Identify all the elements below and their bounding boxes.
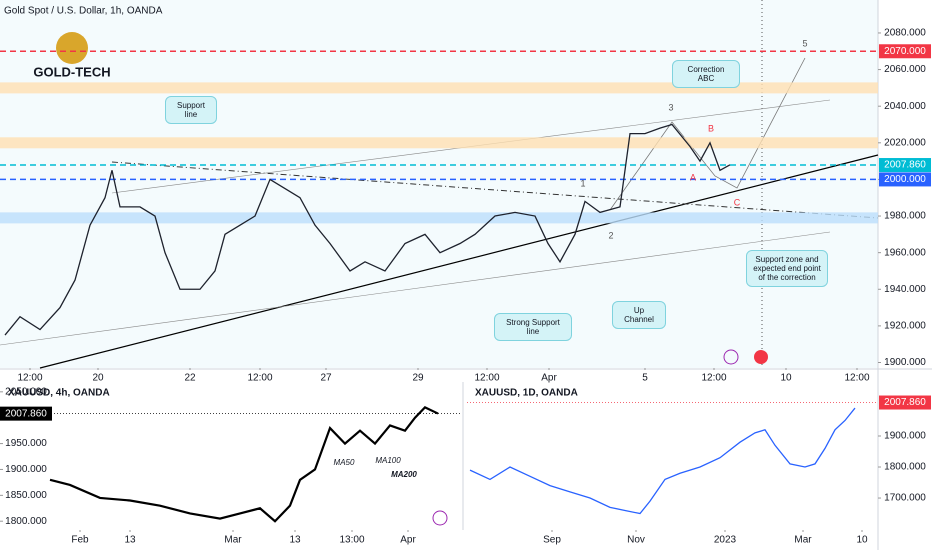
wave-label: C	[734, 197, 741, 207]
y-tick-label: 1850.000	[5, 490, 47, 501]
icon	[754, 350, 768, 364]
ma-label: MA100	[375, 456, 401, 465]
x-tick-label: 12:00	[474, 373, 499, 384]
logo-icon	[56, 32, 88, 64]
price-label: 2070.000	[884, 46, 926, 57]
price-label-box	[879, 44, 931, 59]
wave-label: 1	[580, 178, 585, 188]
ma-label: MA50	[334, 458, 355, 467]
y-tick-label: 1960.000	[884, 247, 926, 258]
y-tick-label: 2060.000	[884, 64, 926, 75]
x-tick-label: 10	[856, 535, 868, 546]
wave-label: 5	[802, 38, 807, 48]
y-tick-label: 1950.000	[5, 438, 47, 449]
zone	[0, 137, 878, 149]
y-tick-label: 1940.000	[884, 284, 926, 295]
support-line	[111, 161, 879, 219]
y-tick-label: 1900.000	[884, 357, 926, 368]
wave-label: A	[690, 172, 696, 182]
main-bg	[0, 0, 878, 368]
x-tick-label: Apr	[541, 373, 557, 384]
y-tick-label: 2020.000	[884, 137, 926, 148]
y-tick-label: 1800.000	[884, 462, 926, 473]
icon	[432, 510, 448, 526]
y-tick-label: 1800.000	[5, 516, 47, 527]
channel-line	[0, 231, 831, 346]
x-tick-label: 27	[320, 373, 332, 384]
chart-title: XAUUSD, 1D, OANDA	[475, 388, 578, 399]
price-label-box	[0, 406, 52, 421]
y-tick-label: 1900.000	[884, 431, 926, 442]
x-tick-label: 5	[642, 373, 648, 384]
x-tick-label: Mar	[224, 535, 242, 546]
chart-title: Gold Spot / U.S. Dollar, 1h, OANDA	[4, 6, 163, 17]
x-tick-label: 2023	[714, 535, 737, 546]
y-tick-label: 2080.000	[884, 28, 926, 39]
price-label-box	[879, 158, 931, 173]
annotation: Up Channel	[612, 301, 666, 329]
y-tick-label: 1700.000	[884, 493, 926, 504]
chart-title: XAUUSD, 4h, OANDA	[8, 388, 110, 399]
x-tick-label: 13:00	[339, 535, 364, 546]
y-tick-label: 1900.000	[5, 464, 47, 475]
ma-label: MA200	[391, 470, 417, 479]
price-label: 2007.860	[5, 408, 47, 419]
price-line	[469, 407, 856, 515]
price-label: 2007.860	[884, 160, 926, 171]
x-tick-label: 20	[92, 373, 104, 384]
y-tick-label: 2040.000	[884, 101, 926, 112]
y-tick-label: 2050.000	[5, 386, 47, 397]
x-tick-label: 12:00	[701, 373, 726, 384]
x-tick-label: 29	[412, 373, 424, 384]
price-label: 2000.000	[884, 174, 926, 185]
x-tick-label: 12:00	[844, 373, 869, 384]
annotation: Correction ABC	[672, 60, 740, 88]
support-trendline	[39, 154, 879, 369]
price-label-box	[879, 172, 931, 187]
price-label-box	[879, 395, 931, 410]
zone	[0, 82, 878, 94]
price-line	[4, 123, 731, 336]
annotation: Support zone and expected end point of t…	[746, 250, 828, 287]
annotation: Strong Support line	[494, 313, 572, 341]
x-tick-label: 12:00	[247, 373, 272, 384]
x-tick-label: Mar	[794, 535, 812, 546]
x-tick-label: 12:00	[17, 373, 42, 384]
x-tick-label: Apr	[400, 535, 416, 546]
x-tick-label: Sep	[543, 535, 561, 546]
x-tick-label: 10	[780, 373, 792, 384]
wave-label: 3	[668, 102, 673, 112]
wave-label: B	[708, 123, 714, 133]
zone	[0, 212, 878, 224]
logo: GOLD-TECH	[33, 64, 110, 79]
price-line	[49, 406, 439, 523]
x-tick-label: 13	[124, 535, 136, 546]
icon	[723, 349, 739, 365]
wave-label: 2	[608, 230, 613, 240]
price-label: 2007.860	[884, 397, 926, 408]
x-tick-label: 22	[184, 373, 196, 384]
x-tick-label: Feb	[71, 535, 89, 546]
y-tick-label: 1980.000	[884, 211, 926, 222]
annotation: Support line	[165, 96, 217, 124]
y-tick-label: 1920.000	[884, 321, 926, 332]
x-tick-label: 13	[289, 535, 301, 546]
x-tick-label: Nov	[627, 535, 645, 546]
